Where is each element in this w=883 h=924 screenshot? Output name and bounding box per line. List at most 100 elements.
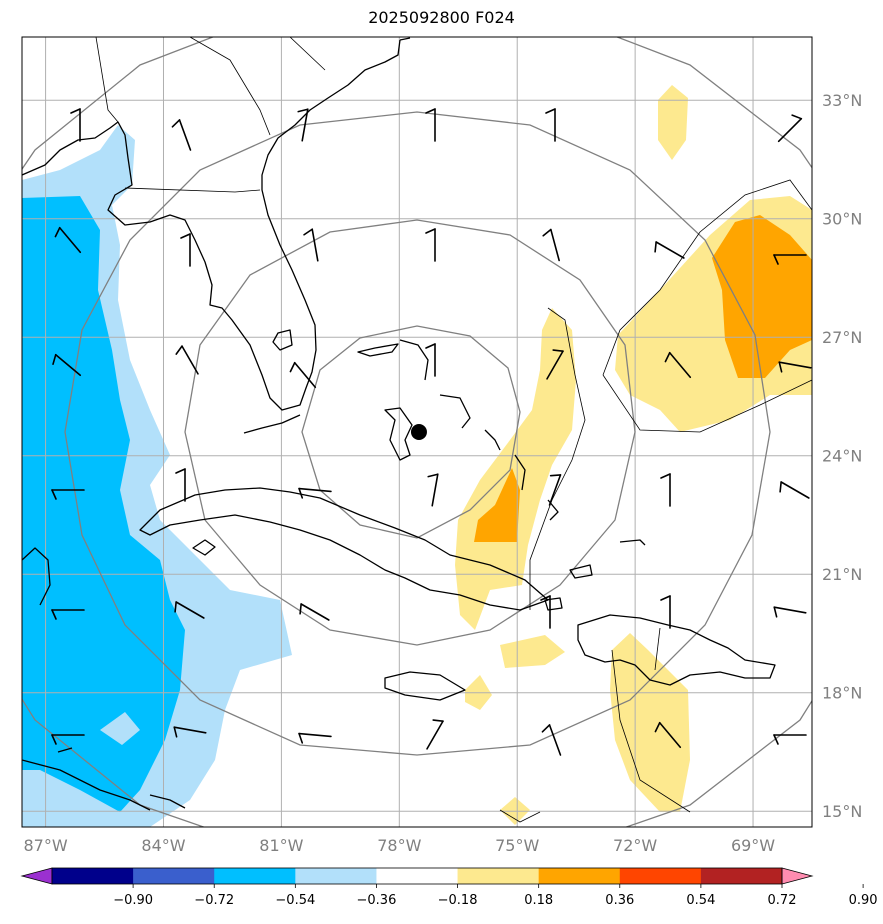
wind-barb [773,254,807,265]
wind-barb [298,732,332,744]
lat-label: 33°N [822,91,862,110]
lon-label: 72°W [613,836,657,855]
lon-label: 84°W [141,836,185,855]
wind-barb [425,108,436,142]
wind-barb [426,719,444,750]
wind-barb [540,595,551,629]
colorbar-segment [700,868,783,884]
colorbar-extend-high [781,867,814,885]
positive-field-orange-central [474,468,520,542]
wind-barb [171,119,192,151]
colorbar-tick-label: −0.54 [275,893,315,908]
colorbar-segment [538,868,621,884]
lake-okeechobee [272,329,293,351]
colorbar-tick-label: 0.36 [605,893,634,908]
exumas [484,429,501,451]
colorbar-tick-label: −0.72 [194,893,234,908]
wind-barb [777,114,803,143]
wind-barb [51,734,85,745]
contour-5 [499,809,541,823]
colorbar-tick-label: 0.90 [849,893,878,908]
wind-barb [52,353,82,377]
wind-barb [664,351,692,379]
range-ring-2 [184,219,636,646]
colorbar-segment [295,868,377,884]
wind-barb [51,489,85,500]
colorbar-segment [619,868,702,884]
colorbar-tick-label: 0.54 [686,893,715,908]
wind-barb [425,228,436,262]
abaco [399,339,429,381]
puerto-rico [544,597,563,611]
wind-barb [425,343,436,377]
grand-bahama [357,343,399,357]
central-america-coast [22,759,151,811]
wind-barb [174,601,205,619]
colorbar-tick-label: 0.18 [524,893,553,908]
lon-label: 81°W [259,836,303,855]
wind-barb [541,724,562,756]
positive-field-yellow-small-1 [500,635,565,668]
yucatan-coast [22,547,51,606]
hispaniola [577,614,776,686]
positive-field-yellow-southeast [610,633,690,812]
wind-barbs [51,108,812,756]
storm-center-marker [410,424,427,440]
cuba [139,487,549,611]
lat-label: 24°N [822,447,862,466]
negative-field-blue [22,196,185,812]
colorbar-tick-label: −0.90 [113,893,153,908]
colorbar-segment [457,868,540,884]
colorbar-tick-label: 0.72 [768,893,797,908]
colorbar-segment [376,868,459,884]
lon-label: 69°W [731,836,775,855]
isle-of-youth [192,539,216,556]
map-frame [21,36,813,828]
positive-field-yellow-north [658,85,688,160]
wind-barb [660,473,671,507]
colorbar-tick-label: −0.36 [357,893,397,908]
lat-label: 27°N [822,328,862,347]
eleuthera [439,394,471,429]
contour-4 [611,649,691,813]
wind-barb [173,726,207,738]
wind-barb [70,108,81,142]
wind-barb [660,595,671,629]
wind-barb [298,487,332,499]
latitude-labels: 15°N 18°N 21°N 24°N 27°N 30°N 33°N [822,91,862,821]
contour-1 [602,179,812,376]
colorbar-segment [52,868,134,884]
inagua [547,499,559,521]
wind-barb [289,361,317,389]
small-island-1 [619,539,646,546]
negative-field-pale-patch [100,712,140,745]
range-ring-3 [64,111,771,756]
wind-barb [51,609,85,620]
colorbar-tick-label: −0.18 [438,893,478,908]
small-island-2 [569,564,593,579]
wind-barb [303,228,319,262]
contour-lines [499,179,812,823]
wind-barb [297,108,309,142]
us-south-atlantic-coast [399,37,411,41]
lon-label: 78°W [377,836,421,855]
wind-barb [54,226,82,254]
state-border-3 [189,37,271,136]
florida-keys [243,414,301,434]
lat-label: 18°N [822,684,862,703]
lat-label: 15°N [822,802,862,821]
state-border-1 [95,37,119,123]
wind-barb [778,361,812,373]
positive-field-yellow-central [455,308,576,630]
wind-barb [175,468,186,502]
cayman-islands [57,747,73,753]
range-rings [22,37,812,827]
wind-barb [546,349,564,380]
lat-label: 30°N [822,210,862,229]
colorbar: −0.90 −0.72 −0.54 −0.36 −0.18 0.18 0.36 0.54 0.7… [20,867,878,908]
state-border-4 [289,37,326,71]
wind-barb [427,473,439,507]
wind-barb [654,241,685,259]
range-ring-1 [301,325,521,539]
